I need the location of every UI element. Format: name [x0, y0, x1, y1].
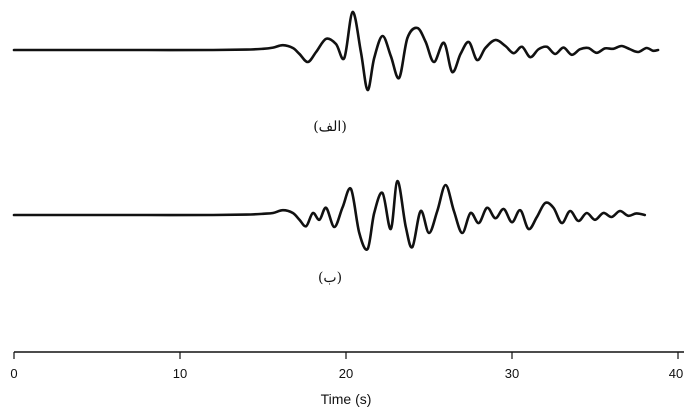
x-tick-label-0: 0 [10, 366, 17, 381]
panel-label-alef: (الف) [313, 119, 347, 135]
x-tick-label-20: 20 [339, 366, 353, 381]
trace-be [12, 179, 647, 251]
x-tick-label-30: 30 [505, 366, 519, 381]
panel-label-be: (ب) [318, 270, 342, 286]
traces-layer [12, 10, 660, 251]
x-tick-label-40: 40 [669, 366, 683, 381]
trace-alef [12, 10, 660, 92]
x-tick-label-10: 10 [173, 366, 187, 381]
panel-labels-layer: (الف) (ب) [313, 119, 347, 286]
x-axis: 0 10 20 30 40 [10, 351, 684, 381]
x-axis-title: Time (s) [321, 391, 372, 407]
